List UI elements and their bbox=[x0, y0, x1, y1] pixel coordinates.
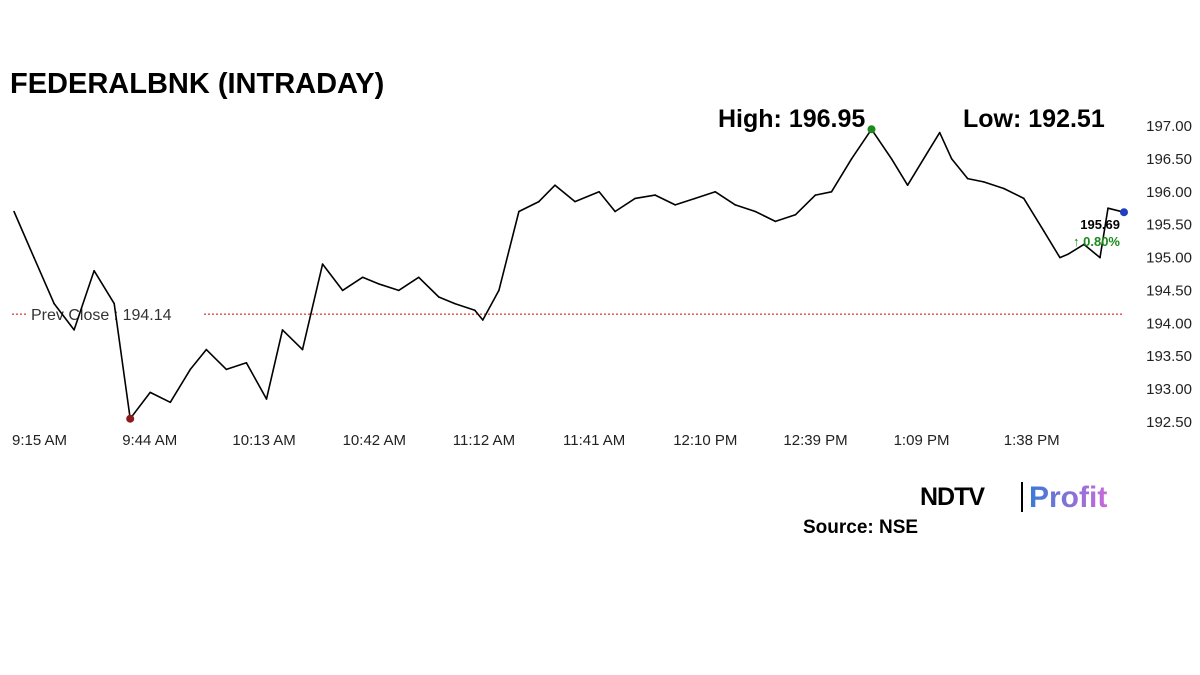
price-point bbox=[397, 289, 400, 292]
change-percent-label: ↑ 0.80% bbox=[1073, 234, 1120, 249]
price-point bbox=[950, 158, 953, 160]
price-point bbox=[574, 200, 576, 203]
price-series-points bbox=[13, 128, 1125, 420]
price-point bbox=[926, 151, 929, 154]
price-point bbox=[377, 283, 380, 285]
price-point bbox=[361, 276, 364, 279]
y-tick-label: 196.00 bbox=[1146, 184, 1192, 201]
price-point bbox=[265, 398, 268, 400]
price-point bbox=[1023, 197, 1025, 200]
ndtv-profit-logo: NDTV Profit bbox=[920, 481, 1107, 514]
y-tick-label: 193.50 bbox=[1146, 348, 1192, 365]
chart-title: FEDERALBNK (INTRADAY) bbox=[10, 68, 384, 100]
last-value-label: 195.69 bbox=[1080, 217, 1120, 232]
price-point bbox=[482, 319, 484, 321]
x-tick-label: 11:41 AM bbox=[563, 432, 625, 449]
x-tick-label: 12:39 PM bbox=[783, 432, 847, 449]
price-point bbox=[814, 194, 817, 196]
price-point bbox=[1067, 253, 1069, 256]
profit-logo-text: Profit bbox=[1029, 481, 1107, 514]
price-point bbox=[906, 184, 909, 186]
last-price-marker bbox=[1120, 208, 1128, 217]
price-point bbox=[438, 296, 440, 298]
price-point bbox=[634, 197, 636, 200]
price-point bbox=[225, 368, 228, 371]
price-point bbox=[417, 276, 420, 279]
price-point bbox=[13, 210, 15, 213]
low-label: Low: 192.51 bbox=[963, 105, 1105, 133]
price-point bbox=[714, 191, 717, 193]
price-point bbox=[498, 289, 500, 292]
price-point bbox=[830, 191, 833, 193]
price-point bbox=[554, 184, 556, 186]
x-tick-label: 9:44 AM bbox=[122, 432, 177, 449]
price-point bbox=[890, 158, 893, 160]
price-point bbox=[754, 210, 757, 213]
ndtv-logo-text: NDTV bbox=[920, 483, 985, 511]
price-point bbox=[341, 289, 344, 292]
price-series-line bbox=[13, 128, 1125, 420]
price-point bbox=[734, 204, 737, 206]
price-point bbox=[598, 191, 600, 193]
x-tick-label: 10:13 AM bbox=[232, 432, 295, 449]
x-tick-label: 9:15 AM bbox=[12, 432, 67, 449]
price-point bbox=[774, 220, 777, 223]
price-point bbox=[474, 309, 476, 312]
price-point bbox=[1083, 243, 1085, 246]
source-label: Source: NSE bbox=[803, 517, 918, 538]
y-tick-label: 195.50 bbox=[1146, 217, 1192, 234]
price-point bbox=[654, 194, 656, 196]
price-point bbox=[454, 302, 456, 305]
prev-close-label: Prev Close : 194.14 bbox=[31, 307, 172, 324]
price-point bbox=[538, 200, 540, 203]
price-point bbox=[614, 210, 616, 213]
price-point bbox=[1099, 256, 1101, 259]
price-point bbox=[674, 204, 676, 206]
x-tick-label: 12:10 PM bbox=[673, 432, 737, 449]
x-tick-label: 11:12 AM bbox=[453, 432, 515, 449]
price-point bbox=[33, 256, 35, 259]
price-point bbox=[93, 269, 95, 272]
x-tick-label: 10:42 AM bbox=[343, 432, 406, 449]
price-point bbox=[966, 177, 969, 180]
price-point bbox=[982, 181, 985, 183]
x-tick-label: 1:38 PM bbox=[1004, 432, 1060, 449]
price-point bbox=[1003, 187, 1005, 190]
price-point bbox=[850, 158, 853, 160]
price-point bbox=[1059, 256, 1061, 259]
y-tick-label: 194.50 bbox=[1146, 282, 1192, 299]
x-tick-label: 1:09 PM bbox=[894, 432, 950, 449]
price-point bbox=[794, 214, 797, 216]
y-tick-label: 194.00 bbox=[1146, 315, 1192, 332]
price-point bbox=[301, 348, 304, 351]
price-point bbox=[518, 210, 520, 213]
price-point bbox=[1107, 207, 1109, 209]
price-point bbox=[53, 302, 55, 305]
price-point bbox=[694, 197, 696, 200]
price-point bbox=[113, 302, 115, 305]
price-point bbox=[281, 329, 284, 331]
price-point bbox=[149, 391, 151, 394]
high-label: High: 196.95 bbox=[718, 105, 865, 133]
y-tick-label: 192.50 bbox=[1146, 414, 1192, 431]
price-point bbox=[189, 368, 192, 371]
price-point bbox=[169, 401, 172, 404]
price-point bbox=[205, 348, 208, 351]
price-point bbox=[321, 263, 324, 265]
x-axis-ticks: 9:15 AM 9:44 AM 10:13 AM 10:42 AM 11:12 AM 11… bbox=[12, 432, 1060, 449]
price-point bbox=[73, 329, 75, 331]
price-point bbox=[1043, 230, 1045, 232]
price-point bbox=[245, 362, 248, 364]
price-point bbox=[938, 131, 941, 134]
y-tick-label: 197.00 bbox=[1146, 118, 1192, 135]
y-tick-label: 193.00 bbox=[1146, 381, 1192, 398]
y-tick-label: 195.00 bbox=[1146, 250, 1192, 267]
y-tick-label: 196.50 bbox=[1146, 151, 1192, 168]
low-marker bbox=[126, 414, 135, 423]
high-marker bbox=[867, 125, 876, 134]
y-axis-ticks: 197.00 196.50 196.00 195.50 195.00 194.50 194.… bbox=[1146, 118, 1192, 431]
